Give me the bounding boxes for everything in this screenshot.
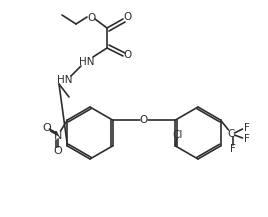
Text: HN: HN bbox=[79, 57, 95, 67]
Text: C: C bbox=[228, 129, 235, 139]
Text: O: O bbox=[124, 12, 132, 22]
Text: O: O bbox=[87, 13, 95, 23]
Text: O: O bbox=[124, 50, 132, 60]
Text: O: O bbox=[53, 146, 62, 156]
Text: HN: HN bbox=[57, 75, 73, 85]
Text: F: F bbox=[230, 144, 236, 154]
Text: F: F bbox=[244, 134, 250, 144]
Text: F: F bbox=[244, 123, 250, 133]
Text: O: O bbox=[42, 123, 51, 133]
Text: N: N bbox=[54, 131, 63, 141]
Text: Cl: Cl bbox=[172, 130, 183, 140]
Text: O: O bbox=[140, 115, 148, 125]
